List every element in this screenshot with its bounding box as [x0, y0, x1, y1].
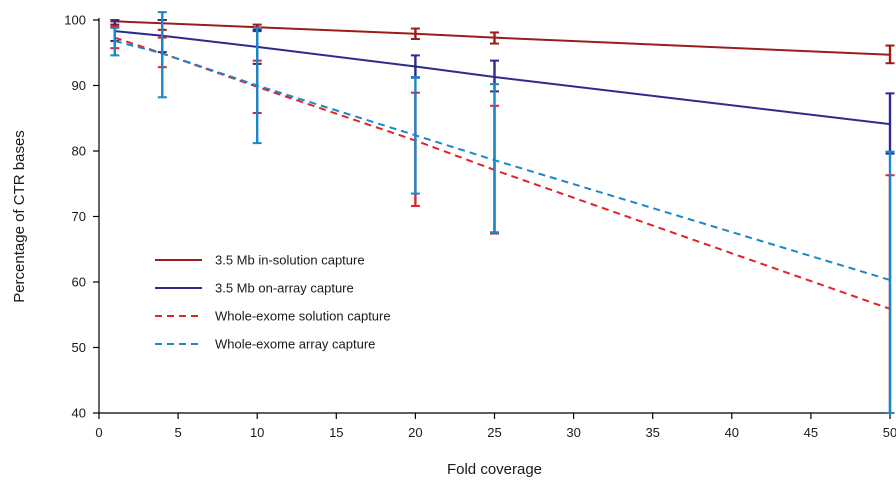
error-bar	[490, 31, 499, 45]
error-bar	[410, 75, 420, 195]
x-tick-label: 40	[725, 425, 739, 440]
error-bar	[110, 26, 120, 57]
legend-label: 3.5 Mb in-solution capture	[215, 253, 365, 268]
legend-item: Whole-exome array capture	[155, 337, 375, 352]
legend-item: 3.5 Mb on-array capture	[155, 281, 354, 296]
x-tick-label: 20	[408, 425, 422, 440]
axes: 0 5 10 15 20 25 30 35 40 45 50 40 50 60 70 80 90 100	[64, 13, 896, 441]
legend-label: 3.5 Mb on-array capture	[215, 281, 354, 296]
x-tick-label: 45	[804, 425, 818, 440]
x-tick-label: 5	[174, 425, 181, 440]
x-tick-label: 25	[487, 425, 501, 440]
y-tick-label: 70	[72, 209, 86, 224]
error-bar	[885, 150, 895, 414]
legend-label: Whole-exome solution capture	[215, 309, 391, 324]
x-axis-title: Fold coverage	[447, 461, 542, 478]
x-tick-label: 50	[883, 425, 896, 440]
y-tick-label: 100	[64, 13, 86, 28]
y-tick-label: 50	[72, 340, 86, 355]
series-1	[110, 19, 895, 65]
series-line	[114, 30, 891, 126]
error-bar	[885, 44, 895, 65]
x-tick-label: 35	[645, 425, 659, 440]
series-line	[114, 39, 891, 281]
x-tick-label: 0	[95, 425, 102, 440]
series-3	[110, 25, 895, 414]
legend: 3.5 Mb in-solution capture 3.5 Mb on-arra…	[155, 253, 391, 352]
series-2	[110, 19, 895, 155]
x-tick-label: 10	[250, 425, 264, 440]
x-tick-label: 30	[566, 425, 580, 440]
error-bar	[410, 27, 420, 40]
y-tick-label: 40	[72, 406, 86, 421]
error-bar	[490, 83, 499, 234]
error-bar	[252, 26, 262, 145]
legend-item: Whole-exome solution capture	[155, 309, 391, 324]
legend-item: 3.5 Mb in-solution capture	[155, 253, 365, 268]
series-layer	[110, 11, 895, 414]
error-bar	[157, 11, 167, 99]
y-tick-label: 80	[72, 144, 86, 159]
x-tick-label: 15	[329, 425, 343, 440]
series-4	[110, 11, 895, 414]
y-tick-label: 90	[72, 78, 86, 93]
y-axis-title: Percentage of CTR bases	[11, 130, 28, 303]
series-line	[114, 20, 891, 56]
y-tick-label: 60	[72, 275, 86, 290]
legend-label: Whole-exome array capture	[215, 337, 375, 352]
